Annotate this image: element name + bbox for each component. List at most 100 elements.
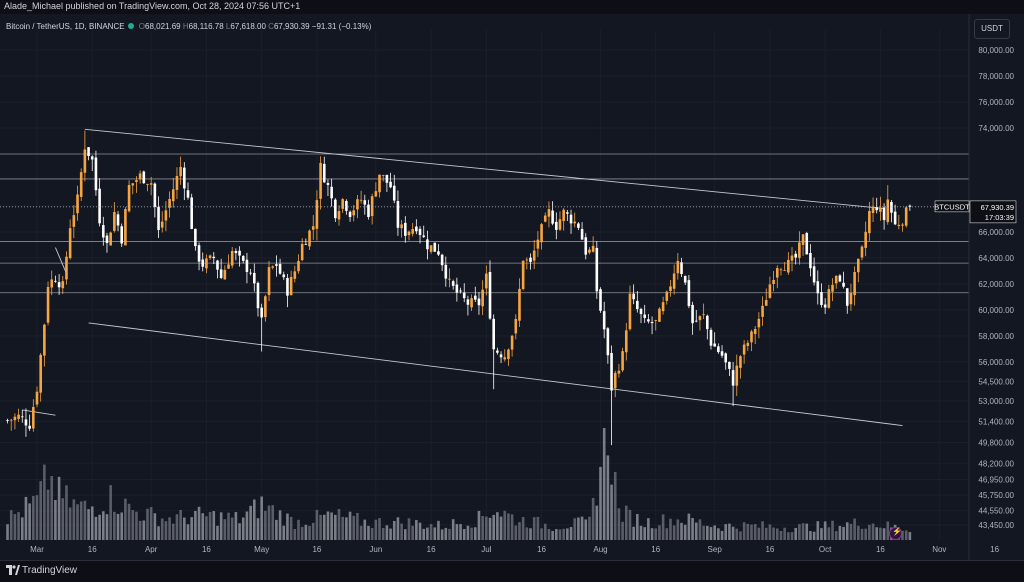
volume-bar	[672, 525, 676, 540]
candle-body	[194, 228, 197, 247]
candle-body	[558, 219, 562, 230]
candle-body	[293, 271, 297, 279]
volume-bar	[330, 512, 333, 540]
volume-bar	[267, 505, 271, 540]
candle-body	[838, 275, 842, 282]
volume-bar	[341, 516, 344, 540]
candle-body	[135, 180, 138, 183]
candle-body	[728, 361, 731, 369]
y-tick-label: 45,750.00	[978, 491, 1014, 500]
trendline	[88, 322, 903, 427]
volume-bar	[282, 525, 286, 540]
volume-bar	[728, 523, 731, 540]
symbol-name[interactable]: Bitcoin / TetherUS, 1D, BINANCE	[6, 22, 125, 31]
volume-bar	[488, 517, 492, 540]
volume-bar	[496, 512, 499, 540]
candle-body	[676, 260, 680, 274]
volume-bar	[337, 509, 341, 540]
volume-bar	[521, 517, 525, 540]
candle-body	[812, 266, 816, 283]
volume-bar	[713, 525, 716, 540]
y-tick-label: 78,000.00	[978, 72, 1014, 81]
candle-body	[374, 191, 378, 197]
volume-bar	[687, 513, 691, 540]
volume-bar	[694, 522, 698, 540]
volume-bars	[6, 428, 912, 540]
candle-body	[39, 354, 42, 393]
volume-bar	[577, 517, 580, 540]
volume-bar	[131, 510, 135, 540]
x-tick-label: Mar	[30, 545, 44, 554]
price-chart[interactable]: 72,000.0070,080.0065,260.0063,600.0061,3…	[0, 0, 1024, 560]
candle-body	[234, 251, 238, 254]
volume-bar	[20, 517, 24, 540]
candle-body	[359, 199, 363, 201]
volume-bar	[757, 527, 761, 540]
candle-body	[562, 209, 565, 222]
volume-bar	[621, 521, 624, 540]
volume-bar	[473, 527, 477, 540]
volume-bar	[746, 523, 750, 540]
x-tick-label: 16	[765, 545, 774, 554]
candle-body	[521, 260, 525, 289]
lightning-event-icon[interactable]	[889, 527, 902, 540]
candle-body	[260, 307, 263, 318]
volume-bar	[787, 532, 790, 540]
candle-body	[864, 231, 867, 248]
volume-bar	[79, 501, 83, 540]
candle-body	[720, 351, 724, 356]
volume-bar	[518, 522, 521, 540]
volume-bar	[595, 505, 599, 540]
volume-bar	[628, 509, 632, 540]
volume-bar	[739, 531, 742, 540]
volume-bar	[363, 519, 367, 540]
volume-bar	[308, 525, 311, 540]
candle-body	[201, 259, 205, 267]
candle-body	[142, 171, 146, 184]
volume-bar	[613, 471, 617, 540]
candle-body	[617, 370, 621, 374]
candle-body	[584, 237, 588, 255]
candle-body	[805, 233, 809, 255]
candle-body	[735, 365, 739, 386]
candle-body	[790, 255, 794, 261]
volume-bar	[194, 510, 197, 540]
symbol-legend[interactable]: Bitcoin / TetherUS, 1D, BINANCE O68,021.…	[6, 22, 371, 31]
candle-body	[485, 273, 488, 289]
y-tick-label: 80,000.00	[978, 46, 1014, 55]
candle-body	[168, 198, 171, 208]
volume-bar	[249, 505, 252, 540]
countdown-tag: 17:03:39	[985, 213, 1014, 222]
volume-bar	[514, 525, 518, 540]
candle-body	[580, 229, 584, 240]
candle-body	[669, 286, 672, 292]
volume-bar	[838, 525, 842, 540]
volume-bar	[171, 523, 175, 540]
currency-button[interactable]: USDT	[974, 19, 1010, 39]
candle-body	[842, 282, 845, 287]
candle-body	[801, 234, 805, 245]
x-tick-label: 16	[312, 545, 321, 554]
volume-bar	[761, 521, 764, 540]
volume-bar	[404, 529, 407, 540]
volume-bar	[540, 528, 543, 540]
candle-body	[267, 267, 271, 295]
volume-bar	[46, 489, 50, 540]
volume-bar	[378, 518, 381, 540]
candle-body	[24, 419, 28, 426]
volume-bar	[113, 511, 116, 540]
volume-bar	[849, 523, 853, 540]
footer-brand: TradingView	[22, 565, 78, 576]
volume-bar	[101, 511, 105, 540]
candle-body	[525, 259, 529, 261]
volume-bar	[418, 522, 422, 540]
volume-bar	[683, 524, 687, 540]
candle-body	[418, 228, 422, 235]
volume-bar	[57, 476, 61, 540]
volume-bar	[798, 524, 801, 540]
candle-body	[241, 256, 245, 261]
volume-bar	[175, 514, 179, 540]
candle-body	[499, 354, 503, 358]
candle-body	[746, 342, 750, 346]
